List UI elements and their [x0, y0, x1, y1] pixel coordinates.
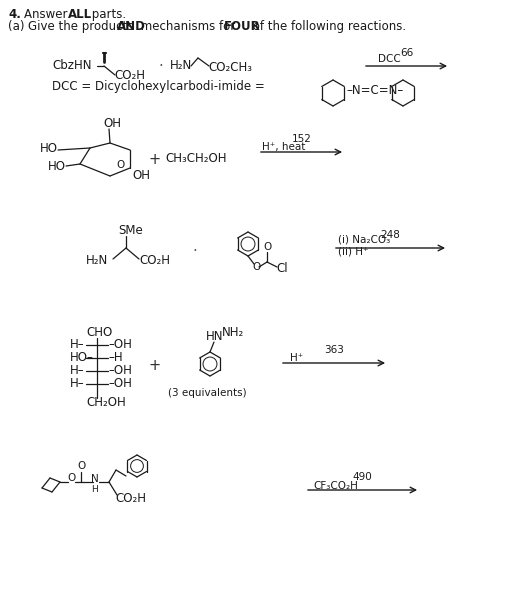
- Text: HO–: HO–: [70, 351, 94, 364]
- Text: ·: ·: [158, 59, 163, 74]
- Text: CO₂CH₃: CO₂CH₃: [208, 61, 252, 74]
- Text: Answer: Answer: [24, 8, 71, 21]
- Text: Cl: Cl: [276, 262, 288, 275]
- Text: HN: HN: [206, 330, 224, 343]
- Text: SMe: SMe: [118, 224, 143, 237]
- Text: H: H: [91, 485, 98, 494]
- Text: CHO: CHO: [86, 326, 112, 339]
- Text: H₂N: H₂N: [170, 59, 192, 72]
- Text: 4.: 4.: [8, 8, 21, 21]
- Text: +: +: [148, 152, 160, 167]
- Text: ALL: ALL: [68, 8, 92, 21]
- Text: CH₃CH₂OH: CH₃CH₂OH: [165, 152, 227, 165]
- Text: CF₃CO₂H: CF₃CO₂H: [313, 481, 358, 491]
- Text: 363: 363: [324, 345, 344, 355]
- Text: 66: 66: [400, 48, 413, 58]
- Text: 490: 490: [352, 472, 372, 482]
- Text: 152: 152: [291, 134, 311, 144]
- Text: ·: ·: [192, 244, 197, 259]
- Text: HO: HO: [48, 160, 66, 173]
- Text: O: O: [77, 461, 85, 471]
- Text: O: O: [252, 262, 260, 272]
- Text: H–: H–: [70, 338, 85, 351]
- Text: –H: –H: [108, 351, 123, 364]
- Text: –OH: –OH: [108, 364, 132, 377]
- Text: (ii) H⁺: (ii) H⁺: [338, 246, 369, 256]
- Text: –OH: –OH: [108, 377, 132, 390]
- Text: of the following reactions.: of the following reactions.: [249, 20, 406, 33]
- Text: O: O: [263, 242, 271, 252]
- Text: AND: AND: [117, 20, 146, 33]
- Text: (a): (a): [8, 20, 25, 33]
- Text: O: O: [116, 160, 124, 170]
- Text: +: +: [148, 358, 160, 373]
- Text: Give the products: Give the products: [28, 20, 137, 33]
- Text: OH: OH: [132, 169, 150, 182]
- Text: HO: HO: [40, 142, 58, 155]
- Text: FOUR: FOUR: [224, 20, 261, 33]
- Text: H₂N: H₂N: [86, 254, 108, 267]
- Text: H–: H–: [70, 364, 85, 377]
- Text: OH: OH: [103, 117, 121, 130]
- Text: CO₂H: CO₂H: [114, 69, 145, 82]
- Text: (3 equivalents): (3 equivalents): [168, 388, 247, 398]
- Text: mechanisms for: mechanisms for: [137, 20, 239, 33]
- Text: –OH: –OH: [108, 338, 132, 351]
- Text: H⁺, heat: H⁺, heat: [262, 142, 306, 152]
- Text: CO₂H: CO₂H: [139, 254, 170, 267]
- Text: CbzHN: CbzHN: [52, 59, 92, 72]
- Text: H–: H–: [70, 377, 85, 390]
- Text: O: O: [67, 473, 75, 483]
- Text: 248: 248: [381, 230, 400, 240]
- Text: (i) Na₂CO₃: (i) Na₂CO₃: [338, 235, 390, 245]
- Text: DCC = Dicyclohexylcarbodi-imide =: DCC = Dicyclohexylcarbodi-imide =: [52, 80, 265, 93]
- Text: CO₂H: CO₂H: [115, 492, 146, 505]
- Text: N: N: [91, 474, 99, 484]
- Text: NH₂: NH₂: [222, 326, 244, 339]
- Text: DCC: DCC: [378, 54, 401, 64]
- Text: CH₂OH: CH₂OH: [86, 396, 126, 409]
- Text: –N=C=N–: –N=C=N–: [346, 84, 403, 97]
- Text: parts.: parts.: [88, 8, 126, 21]
- Text: H⁺: H⁺: [290, 353, 304, 363]
